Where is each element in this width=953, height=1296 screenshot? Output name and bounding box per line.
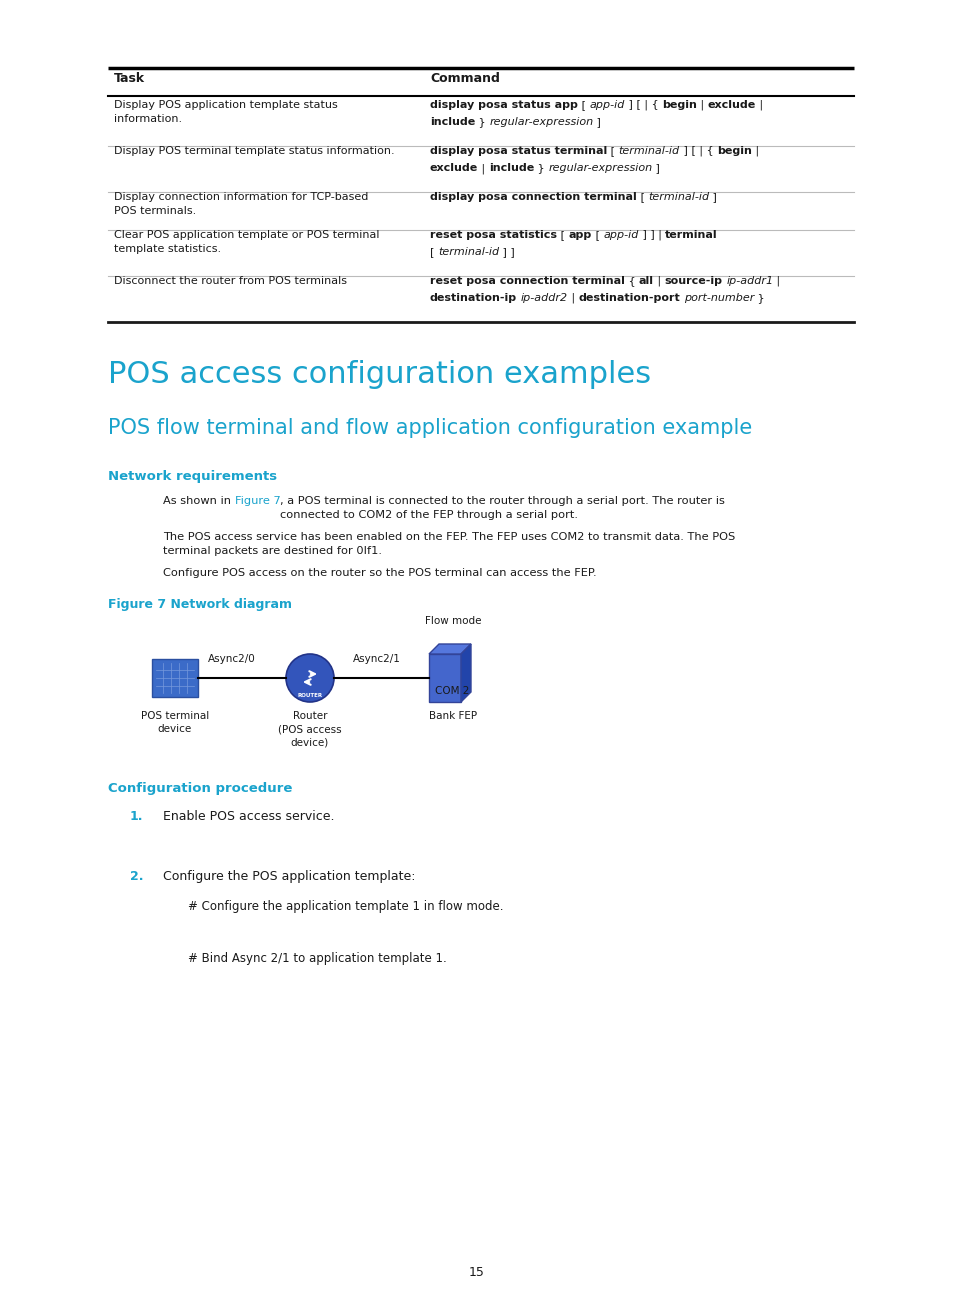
Text: Display POS terminal template status information.: Display POS terminal template status inf… — [113, 146, 395, 156]
Text: [: [ — [591, 229, 602, 240]
Text: app-id: app-id — [602, 229, 638, 240]
Text: |: | — [773, 276, 780, 286]
Text: all: all — [639, 276, 654, 286]
Text: exclude: exclude — [430, 163, 477, 172]
Text: 15: 15 — [469, 1266, 484, 1279]
Text: Bank FEP: Bank FEP — [429, 712, 476, 721]
Text: Configure POS access on the router so the POS terminal can access the FEP.: Configure POS access on the router so th… — [163, 568, 596, 578]
Text: [: [ — [578, 100, 589, 110]
Text: ]: ] — [593, 117, 600, 127]
Text: ip-addr1: ip-addr1 — [725, 276, 773, 286]
Text: Figure 7: Figure 7 — [234, 496, 280, 505]
Text: Async2/1: Async2/1 — [353, 654, 400, 664]
Text: destination-ip: destination-ip — [430, 293, 517, 303]
Text: Flow mode: Flow mode — [424, 616, 480, 626]
Text: Clear POS application template or POS terminal
template statistics.: Clear POS application template or POS te… — [113, 229, 379, 254]
Text: ]: ] — [652, 163, 659, 172]
Text: 2.: 2. — [130, 870, 143, 883]
Text: [: [ — [636, 192, 648, 202]
Text: {: { — [624, 276, 639, 286]
Text: , a POS terminal is connected to the router through a serial port. The router is: , a POS terminal is connected to the rou… — [280, 496, 724, 520]
Text: [: [ — [557, 229, 568, 240]
Text: display posa status terminal: display posa status terminal — [430, 146, 607, 156]
Text: terminal-id: terminal-id — [437, 248, 498, 257]
Text: Figure 7 Network diagram: Figure 7 Network diagram — [108, 597, 292, 610]
Text: # Bind Async 2/1 to application template 1.: # Bind Async 2/1 to application template… — [188, 953, 446, 966]
Text: display posa status app: display posa status app — [430, 100, 578, 110]
Text: terminal: terminal — [664, 229, 717, 240]
Text: }: } — [475, 117, 489, 127]
Text: ip-addr2: ip-addr2 — [520, 293, 567, 303]
Text: Async2/0: Async2/0 — [208, 654, 255, 664]
Text: app: app — [568, 229, 591, 240]
Text: ROUTER: ROUTER — [297, 693, 322, 699]
Text: display posa connection terminal: display posa connection terminal — [430, 192, 636, 202]
Text: regular-expression: regular-expression — [548, 163, 652, 172]
Polygon shape — [152, 658, 198, 697]
Text: include: include — [488, 163, 534, 172]
Text: begin: begin — [717, 146, 751, 156]
Polygon shape — [429, 644, 471, 654]
Text: terminal-id: terminal-id — [648, 192, 709, 202]
Text: begin: begin — [661, 100, 696, 110]
Text: port-number: port-number — [683, 293, 753, 303]
Text: ] [ | {: ] [ | { — [624, 100, 661, 110]
Text: POS terminal
device: POS terminal device — [141, 712, 209, 735]
Text: The POS access service has been enabled on the FEP. The FEP uses COM2 to transmi: The POS access service has been enabled … — [163, 531, 735, 556]
Text: Task: Task — [113, 73, 145, 86]
Text: # Configure the application template 1 in flow mode.: # Configure the application template 1 i… — [188, 899, 503, 912]
Text: |: | — [751, 146, 759, 157]
Polygon shape — [429, 654, 460, 702]
Text: Disconnect the router from POS terminals: Disconnect the router from POS terminals — [113, 276, 347, 286]
Text: |: | — [654, 276, 664, 286]
Text: reset posa connection terminal: reset posa connection terminal — [430, 276, 624, 286]
Text: |: | — [755, 100, 762, 110]
Text: Configure the POS application template:: Configure the POS application template: — [163, 870, 416, 883]
Text: |: | — [477, 163, 488, 174]
Text: ] ] |: ] ] | — [638, 229, 664, 241]
Text: Configuration procedure: Configuration procedure — [108, 781, 292, 794]
Text: [: [ — [430, 248, 437, 257]
Text: include: include — [430, 117, 475, 127]
Text: [: [ — [607, 146, 618, 156]
Text: terminal-id: terminal-id — [618, 146, 679, 156]
Text: }: } — [753, 293, 763, 303]
Text: destination-port: destination-port — [578, 293, 679, 303]
Text: Display POS application template status
information.: Display POS application template status … — [113, 100, 337, 124]
Text: POS flow terminal and flow application configuration example: POS flow terminal and flow application c… — [108, 419, 752, 438]
Text: Command: Command — [430, 73, 499, 86]
Text: Network requirements: Network requirements — [108, 470, 276, 483]
Text: exclude: exclude — [706, 100, 755, 110]
Text: app-id: app-id — [589, 100, 624, 110]
Text: |: | — [567, 293, 578, 303]
Text: 1.: 1. — [130, 810, 143, 823]
Text: source-ip: source-ip — [664, 276, 721, 286]
Text: |: | — [696, 100, 706, 110]
Circle shape — [286, 654, 334, 702]
Polygon shape — [460, 644, 471, 702]
Text: Router
(POS access
device): Router (POS access device) — [278, 712, 341, 748]
Text: Enable POS access service.: Enable POS access service. — [163, 810, 335, 823]
Text: regular-expression: regular-expression — [489, 117, 593, 127]
Text: ] [ | {: ] [ | { — [679, 146, 717, 157]
Text: reset posa statistics: reset posa statistics — [430, 229, 557, 240]
Text: }: } — [534, 163, 548, 172]
Text: Display connection information for TCP-based
POS terminals.: Display connection information for TCP-b… — [113, 192, 368, 216]
Text: COM 2: COM 2 — [435, 686, 469, 696]
Text: ]: ] — [709, 192, 717, 202]
Text: As shown in: As shown in — [163, 496, 234, 505]
Text: ] ]: ] ] — [498, 248, 515, 257]
Text: POS access configuration examples: POS access configuration examples — [108, 360, 651, 389]
